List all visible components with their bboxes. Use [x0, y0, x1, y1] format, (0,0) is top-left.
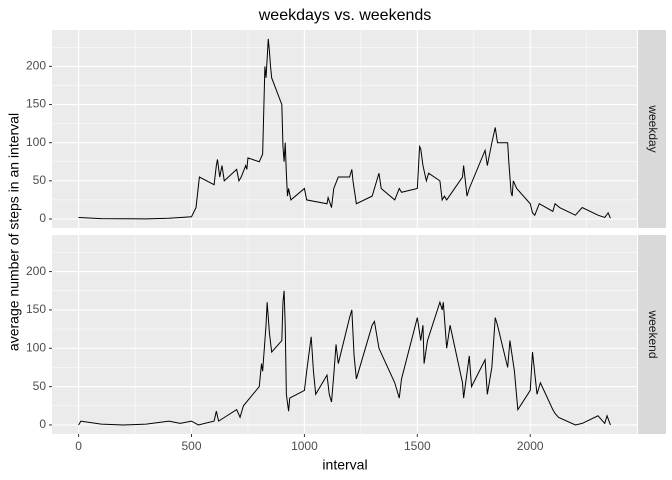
y-tick-label: 100 — [26, 135, 46, 149]
y-tick-label: 50 — [33, 173, 47, 187]
y-tick-label: 200 — [26, 264, 46, 278]
y-tick-label: 0 — [39, 417, 46, 431]
x-tick-label: 0 — [75, 439, 82, 453]
y-tick-label: 200 — [26, 59, 46, 73]
facet-strip — [638, 30, 666, 228]
data-line — [78, 38, 611, 220]
x-axis-label: interval — [322, 457, 367, 473]
y-tick-label: 100 — [26, 340, 46, 354]
facet-label: weekend — [646, 309, 660, 358]
facet-label: weekday — [646, 104, 660, 152]
y-axis-label: average number of steps in an interval — [6, 113, 22, 351]
x-tick-label: 1500 — [404, 439, 431, 453]
y-tick-label: 150 — [26, 302, 46, 316]
facet-strip — [638, 235, 666, 434]
y-tick-label: 50 — [33, 379, 47, 393]
y-tick-label: 0 — [39, 211, 46, 225]
panel-background — [52, 30, 637, 228]
chart-title: weekdays vs. weekends — [258, 7, 432, 24]
x-tick-label: 500 — [181, 439, 201, 453]
data-line — [78, 290, 611, 426]
y-tick-label: 150 — [26, 97, 46, 111]
x-tick-label: 1000 — [291, 439, 318, 453]
x-tick-label: 2000 — [517, 439, 544, 453]
panel-background — [52, 235, 637, 434]
